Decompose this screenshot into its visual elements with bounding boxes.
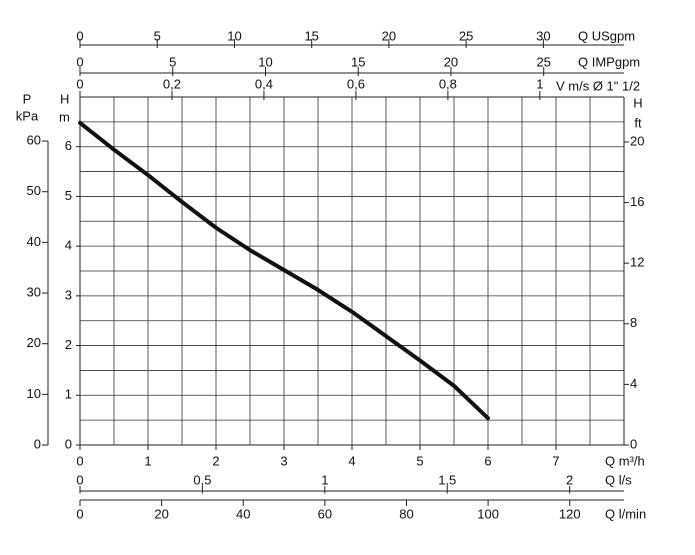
kpa-tick-label: 10: [27, 386, 41, 401]
ft-tick-label: 8: [630, 315, 637, 330]
x-tick-label: 3: [280, 453, 287, 468]
tick-label: 20: [154, 506, 168, 521]
y-axis-title: H: [60, 91, 69, 106]
tick-label: 0,2: [163, 76, 181, 91]
y-tick-label: 3: [65, 287, 72, 302]
x-tick-label: 2: [212, 453, 219, 468]
tick-label: 40: [236, 506, 250, 521]
ft-tick-label: 16: [630, 194, 644, 209]
axis-title: Q l/s: [605, 472, 632, 487]
kpa-tick-label: 40: [27, 234, 41, 249]
y-tick-label: 2: [65, 337, 72, 352]
tick-label: 25: [536, 54, 550, 69]
kpa-tick-label: 50: [27, 183, 41, 198]
tick-label: 10: [227, 28, 241, 43]
axis-title: Q USgpm: [578, 28, 635, 43]
tick-label: 0,8: [439, 76, 457, 91]
tick-label: 0: [76, 506, 83, 521]
tick-label: 80: [399, 506, 413, 521]
tick-label: 100: [477, 506, 499, 521]
ft-tick-label: 4: [630, 376, 637, 391]
tick-label: 1: [321, 472, 328, 487]
tick-label: 60: [318, 506, 332, 521]
ft-tick-label: 12: [630, 255, 644, 270]
tick-label: 5: [154, 28, 161, 43]
tick-label: 0: [76, 472, 83, 487]
tick-label: 20: [382, 28, 396, 43]
tick-label: 25: [459, 28, 473, 43]
x-axis-title: Q m³/h: [605, 453, 645, 468]
tick-label: 1: [536, 76, 543, 91]
tick-label: 0: [76, 76, 83, 91]
kpa-tick-label: 30: [27, 284, 41, 299]
y-tick-label: 0: [65, 436, 72, 451]
tick-label: 0: [76, 28, 83, 43]
y-tick-label: 6: [65, 138, 72, 153]
tick-label: 10: [258, 54, 272, 69]
kpa-tick-label: 60: [27, 133, 41, 148]
tick-label: 2: [566, 472, 573, 487]
y-axis-unit: m: [59, 109, 70, 124]
y-tick-label: 4: [65, 238, 72, 253]
axis-title: V m/s Ø 1" 1/2: [556, 78, 640, 93]
tick-label: 0,6: [347, 76, 365, 91]
y-tick-label: 1: [65, 387, 72, 402]
tick-label: 1,5: [438, 472, 456, 487]
tick-label: 120: [559, 506, 581, 521]
x-tick-label: 5: [416, 453, 423, 468]
tick-label: 5: [169, 54, 176, 69]
x-tick-label: 6: [484, 453, 491, 468]
x-tick-label: 4: [348, 453, 355, 468]
kpa-tick-label: 0: [34, 436, 41, 451]
axis-title: Q l/min: [605, 506, 646, 521]
x-tick-label: 1: [144, 453, 151, 468]
tick-label: 0,4: [255, 76, 273, 91]
tick-label: 15: [351, 54, 365, 69]
axis-title: Q IMPgpm: [578, 54, 640, 69]
y-tick-label: 5: [65, 188, 72, 203]
tick-label: 15: [304, 28, 318, 43]
tick-label: 0,5: [193, 472, 211, 487]
ft-axis-title: H: [633, 95, 642, 110]
tick-label: 30: [536, 28, 550, 43]
kpa-axis-title: P: [23, 91, 32, 106]
pump-curve: [78, 120, 490, 421]
x-tick-label: 7: [552, 453, 559, 468]
x-tick-label: 0: [76, 453, 83, 468]
ft-axis-unit: ft: [634, 115, 642, 130]
ft-tick-label: 0: [630, 436, 637, 451]
ft-tick-label: 20: [630, 133, 644, 148]
kpa-axis-unit: kPa: [16, 108, 39, 123]
tick-label: 20: [444, 54, 458, 69]
kpa-tick-label: 20: [27, 335, 41, 350]
tick-label: 0: [76, 54, 83, 69]
